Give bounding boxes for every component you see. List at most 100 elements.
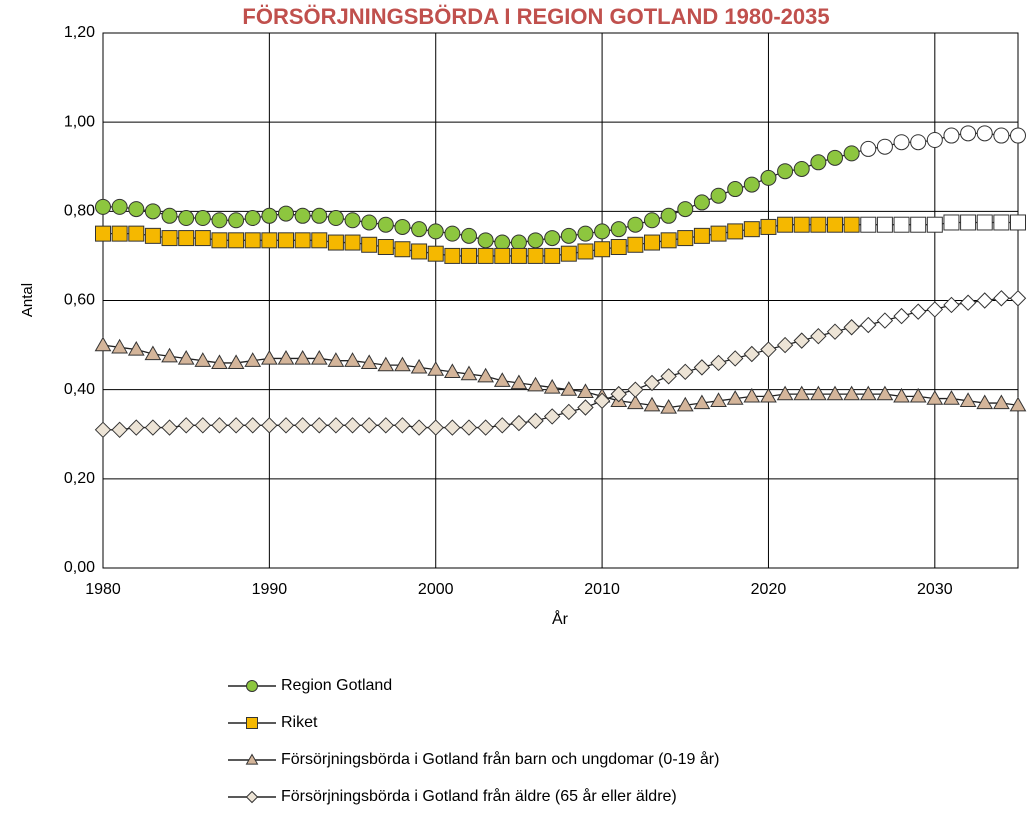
marker bbox=[577, 225, 594, 242]
marker bbox=[261, 349, 278, 365]
marker bbox=[710, 187, 727, 204]
marker bbox=[245, 790, 259, 804]
marker bbox=[244, 417, 261, 434]
marker bbox=[477, 419, 494, 436]
marker bbox=[910, 134, 927, 151]
marker bbox=[743, 221, 760, 238]
marker bbox=[860, 316, 877, 334]
marker bbox=[294, 349, 311, 365]
marker bbox=[361, 236, 378, 253]
x-tick-label: 1980 bbox=[85, 581, 121, 598]
marker bbox=[1010, 127, 1026, 144]
marker bbox=[310, 349, 328, 365]
marker bbox=[660, 368, 677, 385]
marker bbox=[228, 212, 245, 229]
marker bbox=[627, 236, 644, 253]
marker bbox=[460, 419, 478, 436]
marker bbox=[826, 385, 844, 401]
marker bbox=[593, 392, 611, 410]
marker bbox=[1009, 290, 1027, 307]
marker bbox=[710, 354, 727, 372]
y-tick-label: 0,20 bbox=[64, 470, 95, 487]
marker bbox=[261, 207, 278, 224]
marker bbox=[810, 327, 827, 345]
marker bbox=[477, 367, 494, 383]
marker bbox=[810, 154, 827, 171]
marker bbox=[510, 374, 528, 390]
marker bbox=[943, 214, 960, 231]
marker bbox=[461, 227, 477, 244]
marker bbox=[693, 194, 710, 211]
marker bbox=[577, 383, 594, 399]
marker bbox=[194, 417, 212, 434]
marker bbox=[543, 408, 561, 425]
marker bbox=[876, 138, 893, 155]
marker bbox=[976, 292, 993, 309]
marker bbox=[544, 230, 561, 247]
marker bbox=[444, 247, 461, 264]
marker bbox=[643, 374, 661, 392]
marker bbox=[560, 403, 578, 421]
marker bbox=[427, 245, 444, 262]
marker bbox=[177, 417, 195, 434]
marker bbox=[227, 354, 245, 370]
marker bbox=[976, 125, 993, 142]
marker bbox=[926, 216, 943, 233]
marker bbox=[244, 352, 262, 367]
marker bbox=[294, 417, 311, 434]
marker bbox=[527, 247, 544, 264]
marker bbox=[327, 234, 344, 251]
marker bbox=[743, 345, 761, 363]
marker bbox=[294, 207, 311, 224]
marker bbox=[228, 232, 245, 249]
marker bbox=[710, 225, 727, 242]
marker bbox=[211, 232, 228, 249]
marker bbox=[843, 145, 860, 162]
marker bbox=[327, 210, 344, 227]
x-tick-label: 2000 bbox=[418, 581, 454, 598]
marker bbox=[660, 232, 677, 249]
marker bbox=[377, 417, 395, 434]
marker bbox=[111, 225, 128, 242]
marker bbox=[843, 319, 860, 336]
marker bbox=[427, 223, 444, 240]
marker bbox=[743, 387, 761, 403]
marker bbox=[893, 134, 910, 151]
y-tick-label: 0,60 bbox=[64, 292, 95, 309]
marker bbox=[644, 212, 660, 229]
marker bbox=[1010, 214, 1026, 231]
marker bbox=[244, 210, 261, 227]
marker bbox=[843, 216, 860, 233]
marker bbox=[111, 338, 128, 354]
marker bbox=[660, 207, 677, 224]
marker bbox=[544, 247, 561, 264]
marker bbox=[876, 312, 894, 329]
marker bbox=[410, 419, 428, 436]
marker bbox=[793, 332, 810, 349]
marker bbox=[477, 247, 494, 264]
marker bbox=[893, 216, 910, 233]
marker bbox=[477, 232, 494, 249]
marker bbox=[677, 230, 694, 247]
marker bbox=[461, 247, 477, 264]
marker bbox=[394, 356, 411, 372]
marker bbox=[627, 381, 644, 398]
legend-label: Region Gotland bbox=[281, 677, 392, 694]
marker bbox=[161, 419, 178, 436]
chart-title: FÖRSÖRJNINGSBÖRDA I REGION GOTLAND 1980-… bbox=[242, 4, 829, 29]
marker bbox=[94, 421, 112, 438]
marker bbox=[178, 230, 195, 247]
y-tick-label: 1,20 bbox=[64, 24, 95, 41]
marker bbox=[211, 417, 228, 434]
marker bbox=[394, 417, 411, 434]
marker bbox=[360, 354, 378, 370]
marker bbox=[560, 381, 578, 396]
marker bbox=[760, 169, 777, 186]
marker bbox=[677, 363, 694, 381]
marker bbox=[610, 239, 627, 255]
marker bbox=[128, 201, 145, 218]
legend-label: Försörjningsbörda i Gotland från äldre (… bbox=[281, 787, 677, 805]
marker bbox=[793, 160, 810, 177]
marker bbox=[128, 225, 145, 242]
marker bbox=[444, 363, 461, 378]
